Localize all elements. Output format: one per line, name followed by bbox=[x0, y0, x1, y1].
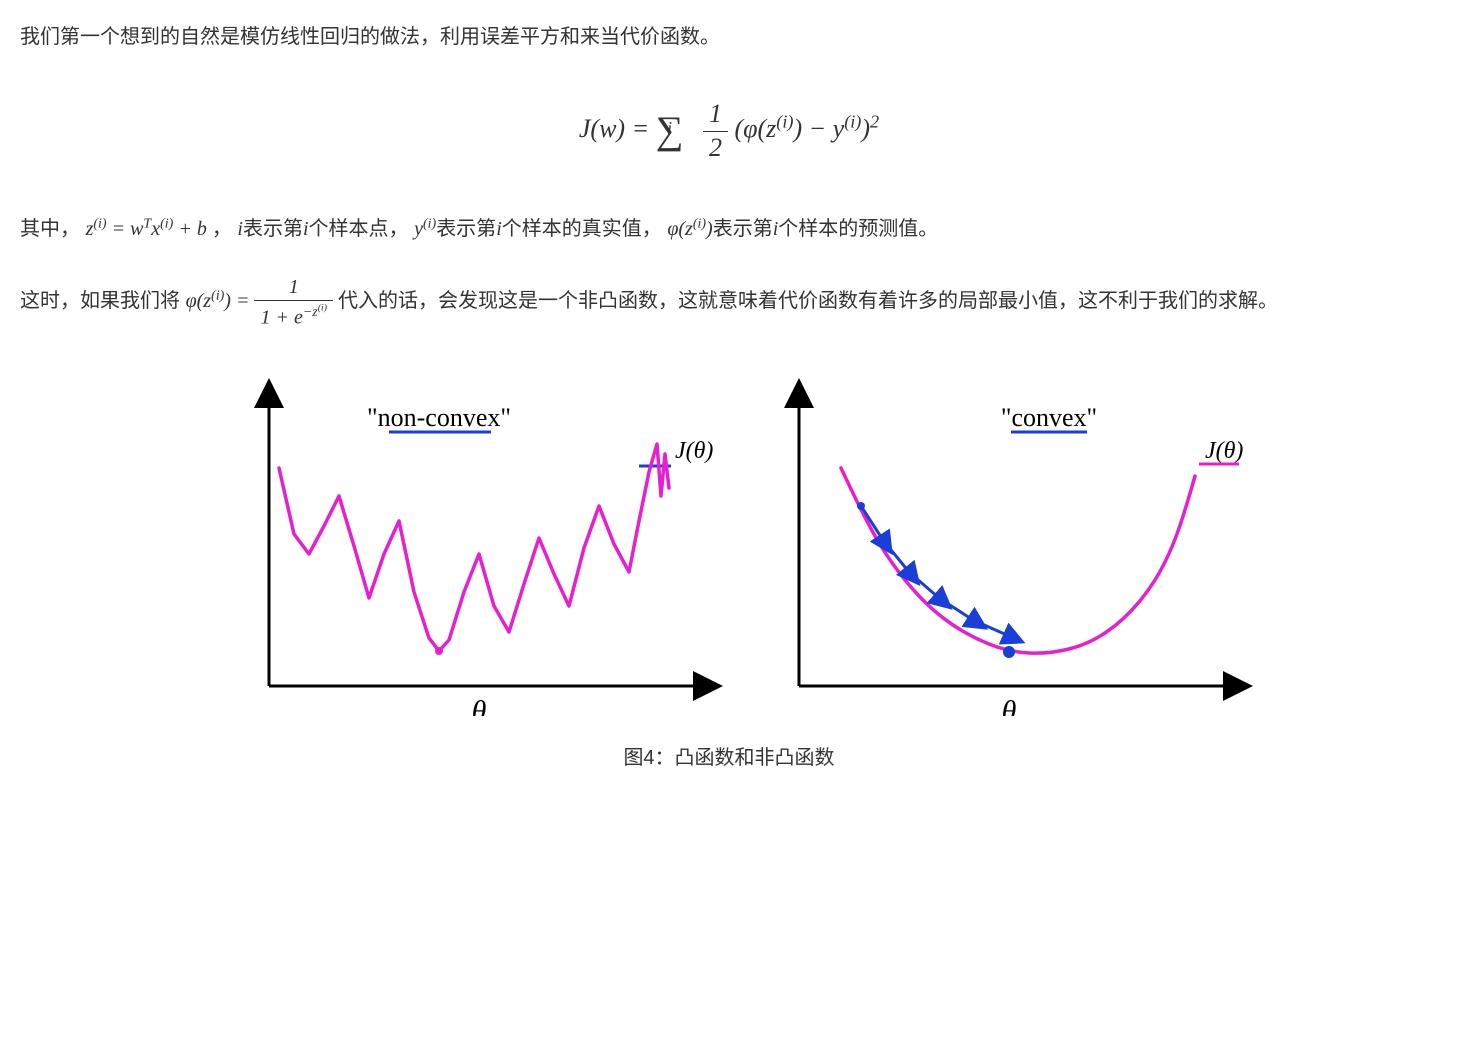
p2-pre: 其中， bbox=[20, 218, 80, 240]
sig-den-exp: −z(i) bbox=[303, 305, 327, 320]
sig-exp-sup: (i) bbox=[318, 302, 327, 313]
sig-exp-z: −z bbox=[303, 305, 318, 320]
phiz-sup: (i) bbox=[693, 216, 706, 231]
sig-lhs-open: φ(z bbox=[186, 290, 212, 312]
cost-paren-open: (φ(z bbox=[734, 114, 776, 143]
inline-sigmoid: φ(z(i)) = 1 1 + e−z(i) bbox=[186, 290, 338, 312]
paragraph-sigmoid: 这时，如果我们将 φ(z(i)) = 1 1 + e−z(i) 代入的话，会发现… bbox=[20, 276, 1438, 328]
cost-mid: ) − y bbox=[793, 114, 844, 143]
gd-point bbox=[857, 502, 865, 510]
nonconvex-curve bbox=[279, 444, 669, 651]
cost-lhs: J(w) = bbox=[579, 114, 656, 143]
left-jtheta: J(θ) bbox=[675, 438, 713, 464]
figure-svg: "non-convex" J(θ) θ "convex" J(θ) θ bbox=[199, 356, 1259, 716]
right-jtheta: J(θ) bbox=[1205, 438, 1243, 464]
cost-sup-i1: (i) bbox=[776, 111, 793, 131]
sig-num: 1 bbox=[254, 276, 333, 301]
p2-seg-trueval: 个样本的真实值， bbox=[502, 218, 662, 240]
p3-pre: 这时，如果我们将 bbox=[20, 290, 180, 312]
paragraph-definitions: 其中， z(i) = wTx(i) + b ， i表示第i个样本点， y(i)表… bbox=[20, 210, 1438, 248]
sum-symbol: ∑i bbox=[656, 94, 684, 168]
cost-sup-i2: (i) bbox=[844, 111, 861, 131]
gd-arrow bbox=[909, 572, 939, 598]
var-y: y(i) bbox=[414, 218, 436, 240]
y-sup: (i) bbox=[423, 216, 436, 231]
figure-convex-nonconvex: "non-convex" J(θ) θ "convex" J(θ) θ bbox=[20, 356, 1438, 777]
formula-cost-function: J(w) = ∑i 1 2 (φ(z(i)) − y(i))2 bbox=[20, 94, 1438, 168]
fraction-half: 1 2 bbox=[703, 100, 728, 162]
p2-seg-i: 表示第 bbox=[243, 218, 303, 240]
x-sup: (i) bbox=[160, 216, 173, 231]
phiz-sym: φ(z bbox=[667, 218, 693, 240]
p3-mid: 代入的话，会发现这是一个非凸函数，这就意味着代价函数有着许多的局部最小值，这不利… bbox=[338, 290, 1278, 312]
right-theta: θ bbox=[1002, 695, 1017, 716]
sig-den-pre: 1 + e bbox=[260, 306, 302, 328]
plus-b: + b bbox=[173, 218, 207, 240]
left-title: "non-convex" bbox=[367, 403, 511, 432]
gd-arrow bbox=[973, 620, 1009, 636]
sum-index: i bbox=[656, 112, 684, 145]
convex-min-point bbox=[1003, 646, 1015, 658]
nonconvex-min-point bbox=[435, 647, 443, 655]
gd-arrow bbox=[861, 506, 883, 540]
sig-lhs-sup: (i) bbox=[211, 288, 224, 303]
right-title: "convex" bbox=[1001, 403, 1097, 432]
gd-point bbox=[969, 616, 977, 624]
frac-num: 1 bbox=[703, 100, 728, 132]
p2-seg-sample: 个样本点， bbox=[309, 218, 409, 240]
phi-z: φ(z(i)) bbox=[667, 218, 712, 240]
x-sym: x bbox=[151, 218, 160, 240]
left-theta: θ bbox=[472, 695, 487, 716]
gd-point bbox=[935, 594, 943, 602]
sigmoid-fraction: 1 1 + e−z(i) bbox=[254, 276, 333, 328]
plot-nonconvex: "non-convex" J(θ) θ bbox=[269, 402, 713, 716]
gd-point bbox=[879, 536, 887, 544]
paragraph-intro: 我们第一个想到的自然是模仿线性回归的做法，利用误差平方和来当代价函数。 bbox=[20, 18, 1438, 56]
cost-close: ) bbox=[861, 114, 870, 143]
p2-seg-pred: 表示第 bbox=[713, 218, 773, 240]
sig-lhs-close: ) = bbox=[224, 290, 254, 312]
p2-seg-true: 表示第 bbox=[436, 218, 496, 240]
plot-convex: "convex" J(θ) θ bbox=[799, 402, 1243, 716]
cost-sq: 2 bbox=[870, 111, 879, 131]
p2-seg-predval: 个样本的预测值。 bbox=[778, 218, 938, 240]
inline-z-def: z(i) = wTx(i) + b bbox=[86, 218, 212, 240]
y-sym: y bbox=[414, 218, 423, 240]
figure-caption: 图4：凸函数和非凸函数 bbox=[20, 739, 1438, 777]
z-sup: (i) bbox=[93, 216, 106, 231]
frac-den: 2 bbox=[703, 132, 728, 163]
gradient-descent-arrows bbox=[857, 502, 1009, 636]
convex-curve bbox=[841, 468, 1195, 653]
sig-den: 1 + e−z(i) bbox=[254, 301, 333, 328]
phiz-close: ) bbox=[706, 218, 713, 240]
gd-point bbox=[905, 568, 913, 576]
z-eq: = w bbox=[107, 218, 144, 240]
p2-mid1: ， bbox=[212, 218, 232, 240]
